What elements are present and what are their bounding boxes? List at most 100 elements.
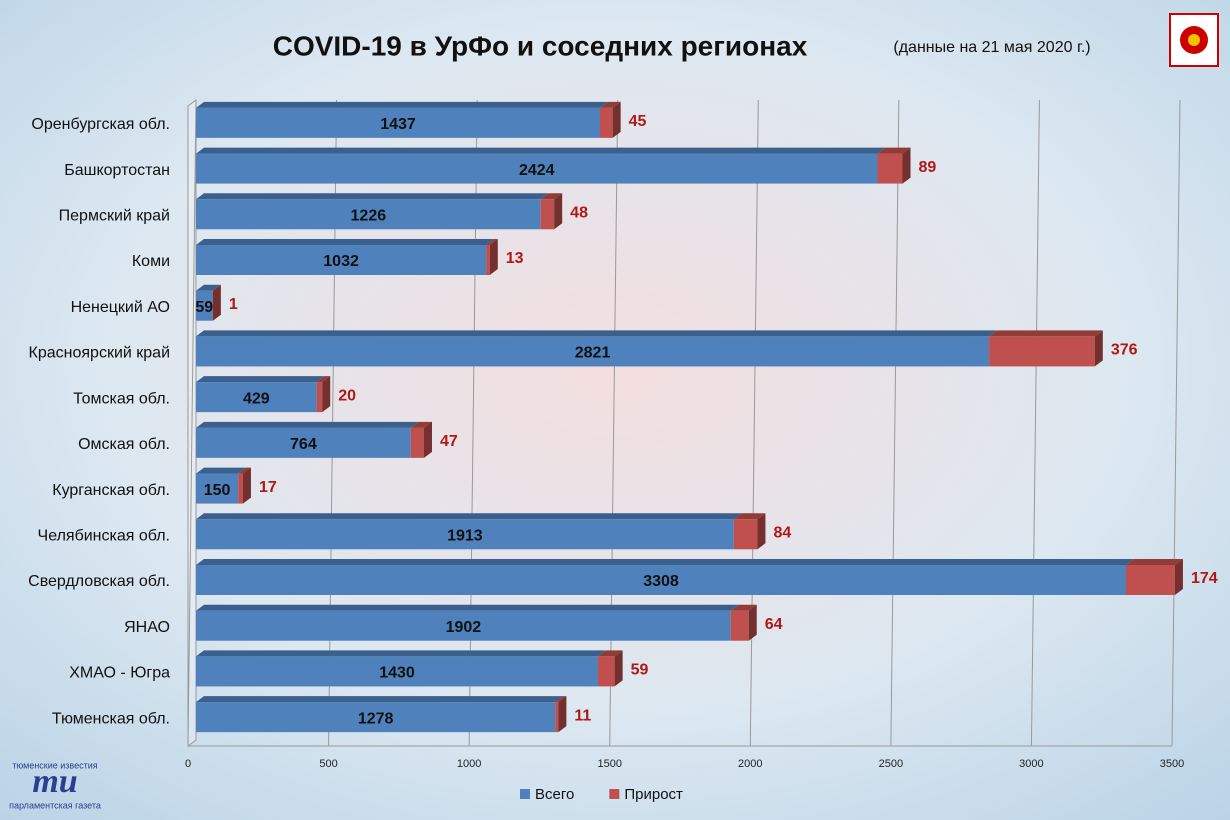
value-label: 64	[765, 616, 783, 633]
bar	[196, 610, 731, 641]
bar-end	[558, 696, 567, 733]
bar-top	[989, 330, 1103, 337]
x-tick-label: 2000	[738, 758, 762, 770]
value-label: 1437	[380, 116, 416, 133]
bar-top	[196, 193, 549, 200]
x-tick-label: 3000	[1019, 758, 1043, 770]
bar	[196, 565, 1127, 595]
bar	[196, 336, 990, 367]
bar-top	[316, 376, 331, 383]
bar-top	[486, 239, 498, 245]
bar-end	[554, 193, 563, 230]
bar	[316, 382, 323, 413]
bar-end	[1094, 330, 1103, 367]
bar-top	[877, 147, 911, 154]
bar-top	[196, 559, 1135, 565]
x-tick-label: 2500	[879, 758, 903, 770]
y-tick-label: Пермский край	[59, 208, 170, 225]
value-label: 11	[574, 707, 591, 724]
y-tick-label: ХМАО - Югра	[69, 665, 170, 682]
bar-top	[196, 147, 886, 154]
value-label: 1278	[358, 710, 394, 727]
grid-line	[1030, 99, 1040, 747]
bar-end	[424, 421, 433, 458]
bar-top	[598, 650, 623, 657]
value-label: 2821	[575, 345, 611, 362]
grid-line	[187, 99, 197, 747]
y-tick-label: Башкортостан	[64, 162, 170, 179]
bar-end	[489, 239, 498, 275]
bar-top	[196, 376, 325, 383]
y-tick-label: Оренбургская обл.	[31, 116, 170, 133]
y-tick-label: Томская обл.	[73, 390, 170, 407]
chart-title: COVID-19 в УрФо и соседних регионах	[273, 30, 808, 61]
value-label: 3308	[643, 573, 679, 590]
value-label: 17	[259, 479, 277, 496]
bar-end	[612, 101, 621, 138]
bar-top	[196, 421, 419, 428]
bar-top	[540, 193, 563, 200]
y-tick-label: Ненецкий АО	[71, 299, 170, 316]
emblem	[1169, 13, 1219, 67]
bar	[196, 107, 601, 138]
value-label: 1913	[447, 528, 483, 545]
value-label: 1	[229, 296, 238, 313]
legend-label: Прирост	[624, 786, 683, 803]
bar	[1126, 565, 1175, 595]
bar	[196, 656, 599, 687]
value-label: 1032	[323, 253, 359, 270]
bar-top	[1126, 559, 1183, 565]
bar	[196, 153, 878, 184]
bar-top	[196, 101, 609, 108]
logo-mark: ти	[32, 763, 77, 800]
bar-top	[730, 604, 757, 611]
logo-top: тюменские известия	[12, 760, 97, 770]
bar-end	[242, 467, 251, 504]
bar	[555, 702, 559, 733]
x-tick-label: 1000	[457, 758, 481, 770]
bar	[196, 199, 541, 230]
value-label: 13	[506, 250, 524, 267]
x-tick-label: 500	[319, 758, 337, 770]
bar	[196, 427, 411, 458]
legend-swatch	[609, 789, 620, 799]
value-label: 84	[773, 525, 791, 542]
y-tick-label: Челябинская обл.	[38, 528, 170, 545]
bar-top	[196, 513, 742, 520]
bar	[733, 519, 758, 550]
x-tick-label: 1500	[597, 758, 621, 770]
value-label: 1430	[379, 665, 415, 682]
value-label: 48	[570, 205, 588, 222]
value-label: 20	[338, 387, 356, 404]
bar	[540, 199, 555, 230]
y-tick-label: Красноярский край	[29, 345, 170, 362]
bar-top	[196, 239, 495, 245]
bar-top	[196, 604, 739, 611]
bar-end	[614, 650, 623, 687]
y-tick-label: Омская обл.	[78, 436, 170, 453]
y-tick-label: Курганская обл.	[52, 482, 170, 499]
bar-top	[600, 101, 621, 108]
bar-top	[212, 284, 221, 291]
bar-end	[212, 284, 221, 321]
bar	[196, 519, 734, 550]
bar	[196, 382, 317, 413]
bar	[196, 702, 556, 733]
grid-line	[890, 99, 900, 747]
bar	[196, 473, 239, 504]
bar	[410, 427, 425, 458]
bar-end	[1174, 559, 1183, 595]
value-label: 47	[440, 433, 458, 450]
value-label: 2424	[519, 162, 555, 179]
bar	[196, 290, 213, 321]
legend-label: Всего	[535, 786, 574, 803]
y-tick-label: Свердловская обл.	[28, 573, 170, 590]
value-label: 45	[629, 113, 647, 130]
value-label: 1902	[446, 619, 482, 636]
value-label: 376	[1111, 342, 1138, 359]
y-tick-label: Коми	[132, 253, 170, 270]
value-label: 59	[631, 662, 649, 679]
value-label: 174	[1191, 570, 1218, 587]
bar-top	[238, 467, 251, 474]
